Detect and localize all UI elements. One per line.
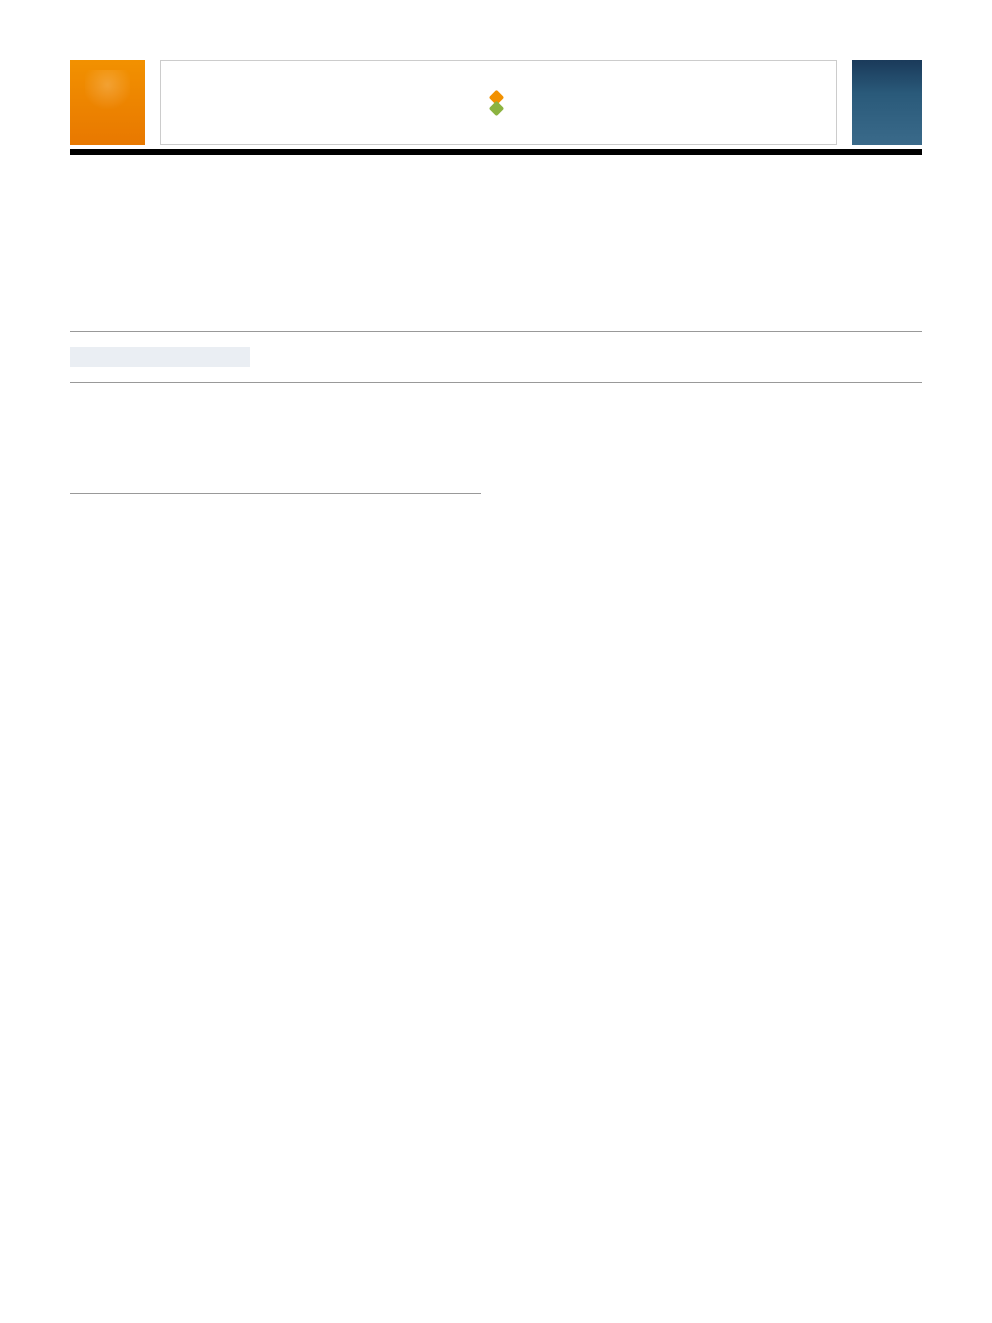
footnotes-block [70,493,481,502]
elsevier-logo [70,60,145,145]
affiliations-block [70,241,922,281]
abstract-section [70,331,922,383]
journal-cover-thumbnail [852,60,922,145]
publisher-header [70,60,922,145]
abstract-text [275,347,922,367]
authors-block [70,190,922,216]
sd-logo-icon [486,92,508,114]
sciencedirect-logo [161,92,836,114]
body-column-right [511,433,922,502]
sciencedirect-box [160,60,837,145]
body-column-left [70,433,481,502]
keywords-box [70,347,250,367]
divider-bar [70,149,922,155]
article-body [70,433,922,502]
